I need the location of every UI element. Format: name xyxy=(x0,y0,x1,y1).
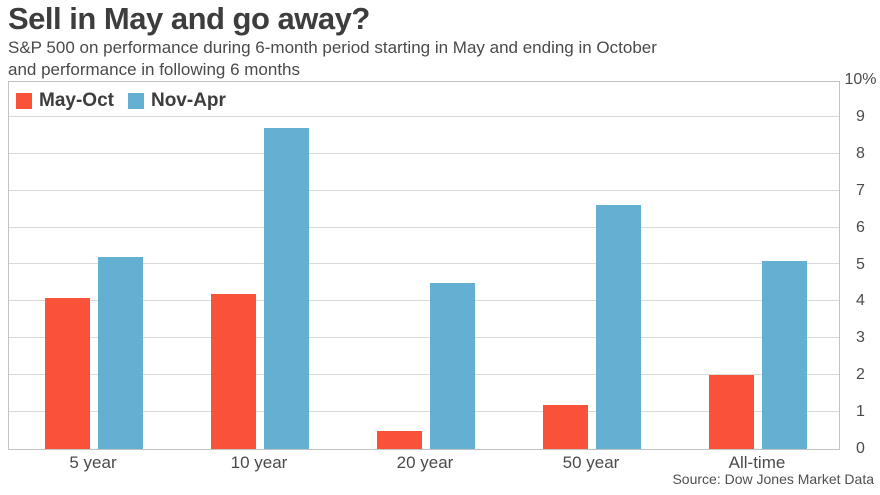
y-tick-label-3: 3 xyxy=(856,329,865,346)
gridline-4 xyxy=(9,300,839,301)
bar-may-oct-5-year xyxy=(45,298,90,449)
gridline-5 xyxy=(9,263,839,264)
bar-group-5-year xyxy=(45,257,143,449)
gridline-8 xyxy=(9,153,839,154)
category-label-20-year: 20 year xyxy=(396,453,454,472)
gridline-3 xyxy=(9,337,839,338)
y-tick-label-10pct: 10% xyxy=(844,71,877,88)
y-tick-label-4: 4 xyxy=(856,292,865,309)
legend-label-nov-apr: Nov-Apr xyxy=(150,90,226,111)
gridline-9 xyxy=(9,116,839,117)
y-tick-label-8: 8 xyxy=(856,145,865,162)
bar-nov-apr-5-year xyxy=(98,257,143,449)
bar-may-oct-all-time xyxy=(709,375,754,449)
gridline-7 xyxy=(9,190,839,191)
bar-nov-apr-10-year xyxy=(264,128,309,449)
y-tick-label-9: 9 xyxy=(856,108,865,125)
plot-area: May-Oct Nov-Apr xyxy=(8,81,840,450)
legend-swatch-nov-apr xyxy=(127,93,144,109)
legend-swatch-may-oct xyxy=(16,93,32,109)
bar-group-50-year xyxy=(543,205,641,449)
bar-group-10-year xyxy=(211,128,309,449)
y-tick-label-7: 7 xyxy=(856,182,865,199)
y-tick-label-6: 6 xyxy=(856,219,865,236)
bar-nov-apr-all-time xyxy=(762,261,807,449)
y-tick-label-5: 5 xyxy=(856,256,865,273)
y-tick-label-1: 1 xyxy=(856,403,865,420)
y-tick-label-2: 2 xyxy=(856,366,865,383)
bar-nov-apr-20-year xyxy=(430,283,475,449)
bar-nov-apr-50-year xyxy=(596,205,641,449)
chart-subtitle-line-2: and performance in following 6 months xyxy=(8,60,300,79)
gridline-1 xyxy=(9,411,839,412)
bar-may-oct-10-year xyxy=(211,294,256,449)
bar-group-all-time xyxy=(709,261,807,449)
category-label-10-year: 10 year xyxy=(230,453,288,472)
chart-title: Sell in May and go away? xyxy=(8,1,370,36)
bar-group-20-year xyxy=(377,283,475,449)
bar-may-oct-50-year xyxy=(543,405,588,449)
legend: May-Oct Nov-Apr xyxy=(16,90,226,112)
bar-may-oct-20-year xyxy=(377,431,422,449)
source-note: Source: Dow Jones Market Data xyxy=(672,471,874,487)
gridline-6 xyxy=(9,227,839,228)
category-label-all-time: All-time xyxy=(728,453,786,472)
gridline-2 xyxy=(9,374,839,375)
category-label-50-year: 50 year xyxy=(562,453,620,472)
chart-subtitle: S&P 500 on performance during 6-month pe… xyxy=(8,37,657,81)
category-label-5-year: 5 year xyxy=(69,453,117,472)
y-tick-label-0: 0 xyxy=(856,440,865,457)
legend-item-may-oct: May-Oct xyxy=(16,90,114,112)
legend-label-may-oct: May-Oct xyxy=(39,90,114,111)
chart-subtitle-line-1: S&P 500 on performance during 6-month pe… xyxy=(8,38,657,57)
legend-item-nov-apr: Nov-Apr xyxy=(127,90,226,112)
